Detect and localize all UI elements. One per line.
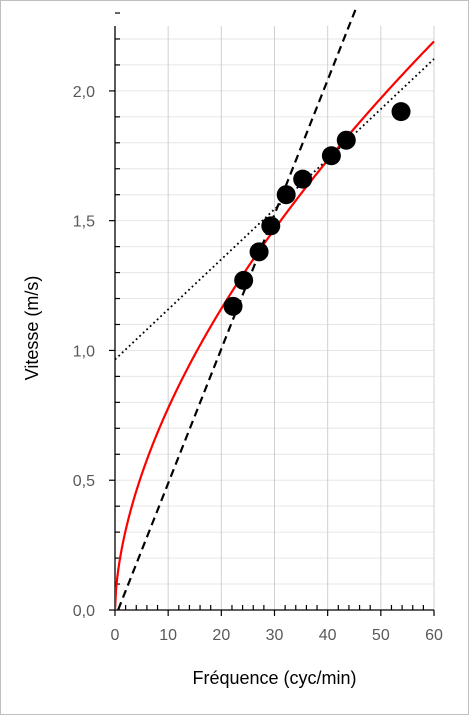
y-tick-label: 0,0 [73,603,95,620]
y-tick-label: 2,0 [73,84,95,101]
data-point [261,216,281,236]
dotted-linear-fit [115,58,435,361]
tick-marks [109,12,435,616]
x-axis-title: Fréquence (cyc/min) [192,668,356,688]
data-point [293,169,313,189]
x-tick-label: 30 [266,627,284,644]
x-tick-label: 20 [212,627,230,644]
y-tick-label: 0,5 [73,473,95,490]
x-tick-label: 50 [372,627,390,644]
data-point [249,242,269,262]
data-point [276,185,296,205]
grid-lines [115,26,435,610]
x-tick-label: 40 [319,627,337,644]
data-point [223,296,243,316]
data-point [336,130,356,150]
y-tick-labels: 0,0 0,5 1,0 1,5 2,0 [73,84,95,620]
x-tick-label: 10 [159,627,177,644]
x-tick-labels: 0 10 20 30 40 50 60 [111,627,443,644]
data-point [321,146,341,166]
x-tick-label: 0 [111,627,120,644]
y-tick-label: 1,0 [73,343,95,360]
data-points [223,102,411,316]
y-axis-title: Vitesse (m/s) [22,276,42,381]
x-tick-label: 60 [425,627,443,644]
data-point [391,102,411,122]
y-tick-label: 1,5 [73,214,95,231]
data-point [234,270,254,290]
dashed-linear-fit [117,6,359,610]
